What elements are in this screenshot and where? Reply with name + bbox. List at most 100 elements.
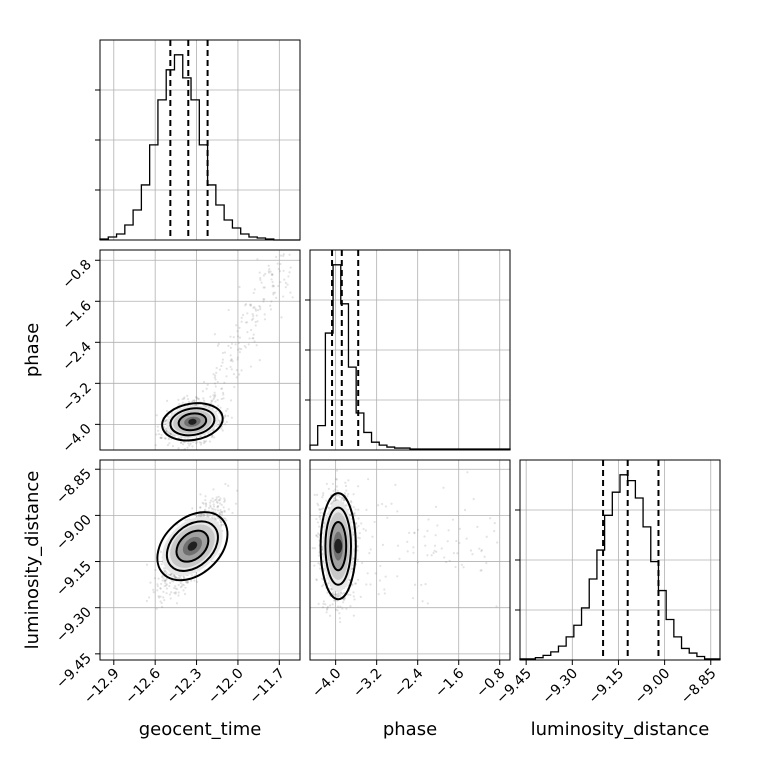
- sample-point: [337, 595, 340, 598]
- y-tick-label: −4.0: [59, 421, 94, 456]
- sample-point: [197, 513, 201, 516]
- sample-point: [282, 254, 285, 257]
- sample-point: [212, 394, 215, 397]
- sample-point: [227, 484, 230, 487]
- y-tick-label: −9.15: [53, 558, 95, 600]
- sample-point: [208, 501, 212, 504]
- sample-point: [177, 398, 180, 401]
- sample-point: [186, 580, 189, 584]
- x-axis-luminosity-distance: −9.45 −9.30 −9.15 −9.00 −8.85luminosity_dist…: [493, 660, 720, 740]
- x-tick-label: −2.4: [391, 665, 426, 700]
- sample-point: [190, 579, 193, 582]
- sample-point: [229, 335, 232, 338]
- sample-point: [177, 594, 180, 597]
- sample-point: [288, 271, 291, 274]
- sample-point: [219, 513, 222, 516]
- sample-point: [190, 574, 194, 577]
- x-axis-label: phase: [383, 719, 437, 740]
- sample-point: [463, 508, 467, 512]
- sample-point: [286, 283, 289, 286]
- sample-point: [436, 524, 439, 527]
- sample-point: [471, 553, 474, 556]
- sample-point: [160, 582, 163, 585]
- sample-point: [193, 399, 196, 402]
- sample-point: [249, 365, 253, 368]
- sample-point: [246, 312, 249, 315]
- sample-point: [344, 481, 347, 484]
- sample-point: [166, 399, 169, 402]
- sample-point: [334, 593, 337, 596]
- panel-frame: [99, 459, 301, 661]
- sample-point: [168, 593, 172, 596]
- sample-point: [236, 489, 239, 492]
- sample-point: [206, 513, 210, 516]
- sample-point: [183, 577, 186, 580]
- sample-point: [155, 433, 158, 436]
- sample-point: [447, 529, 450, 532]
- sample-point: [222, 393, 225, 396]
- sample-point: [259, 278, 262, 281]
- sample-point: [211, 429, 214, 432]
- sample-point: [231, 360, 234, 363]
- sample-point: [223, 351, 227, 354]
- sample-point: [458, 527, 461, 530]
- sample-point: [357, 578, 360, 581]
- x-tick-label: −12.3: [164, 666, 206, 708]
- sample-point: [361, 561, 364, 565]
- sample-point: [219, 519, 222, 522]
- x-tick-label: −1.6: [432, 665, 467, 700]
- sample-point: [191, 507, 194, 510]
- sample-point: [318, 525, 321, 528]
- sample-point: [325, 611, 328, 614]
- sample-point: [168, 432, 172, 436]
- sample-point: [241, 313, 245, 317]
- sample-point: [157, 596, 161, 599]
- y-axis-phase: −4.0 −3.2 −2.4 −1.6 −0.8 phase: [22, 257, 100, 456]
- sample-point: [235, 369, 239, 372]
- sample-point: [293, 242, 295, 244]
- sample-point: [180, 585, 183, 588]
- sample-point: [353, 512, 356, 515]
- sample-point: [165, 587, 168, 590]
- sample-point: [225, 367, 228, 370]
- sample-point: [316, 521, 320, 524]
- sample-point: [227, 308, 230, 312]
- sample-point: [262, 286, 265, 289]
- sample-point: [210, 401, 213, 404]
- sample-point: [335, 594, 338, 597]
- sample-point: [174, 576, 177, 579]
- sample-point: [219, 510, 222, 513]
- sample-point: [186, 397, 190, 401]
- sample-point: [232, 373, 236, 376]
- sample-point: [155, 414, 158, 417]
- sample-point: [198, 441, 201, 444]
- sample-point: [169, 573, 172, 577]
- sample-point: [186, 581, 189, 584]
- sample-point: [420, 583, 423, 587]
- sample-point: [321, 552, 324, 555]
- sample-point: [214, 508, 217, 511]
- sample-point: [396, 544, 400, 547]
- sample-point: [165, 428, 168, 431]
- sample-point: [213, 382, 217, 385]
- sample-point: [193, 399, 196, 402]
- sample-point: [249, 304, 252, 307]
- sample-point: [288, 253, 291, 256]
- sample-point: [408, 531, 411, 534]
- sample-point: [483, 555, 486, 558]
- sample-point: [180, 441, 183, 444]
- sample-point: [317, 562, 320, 565]
- sample-point: [183, 396, 186, 399]
- sample-point: [354, 508, 357, 511]
- sample-point: [287, 275, 290, 278]
- sample-point: [212, 488, 215, 491]
- sample-point: [213, 395, 216, 398]
- sample-point: [216, 344, 220, 347]
- sample-point: [236, 358, 239, 361]
- sample-point: [156, 583, 159, 586]
- sample-point: [284, 286, 287, 289]
- sample-point: [164, 427, 167, 430]
- sample-point: [224, 423, 227, 426]
- sample-point: [208, 440, 211, 443]
- sample-point: [224, 415, 227, 418]
